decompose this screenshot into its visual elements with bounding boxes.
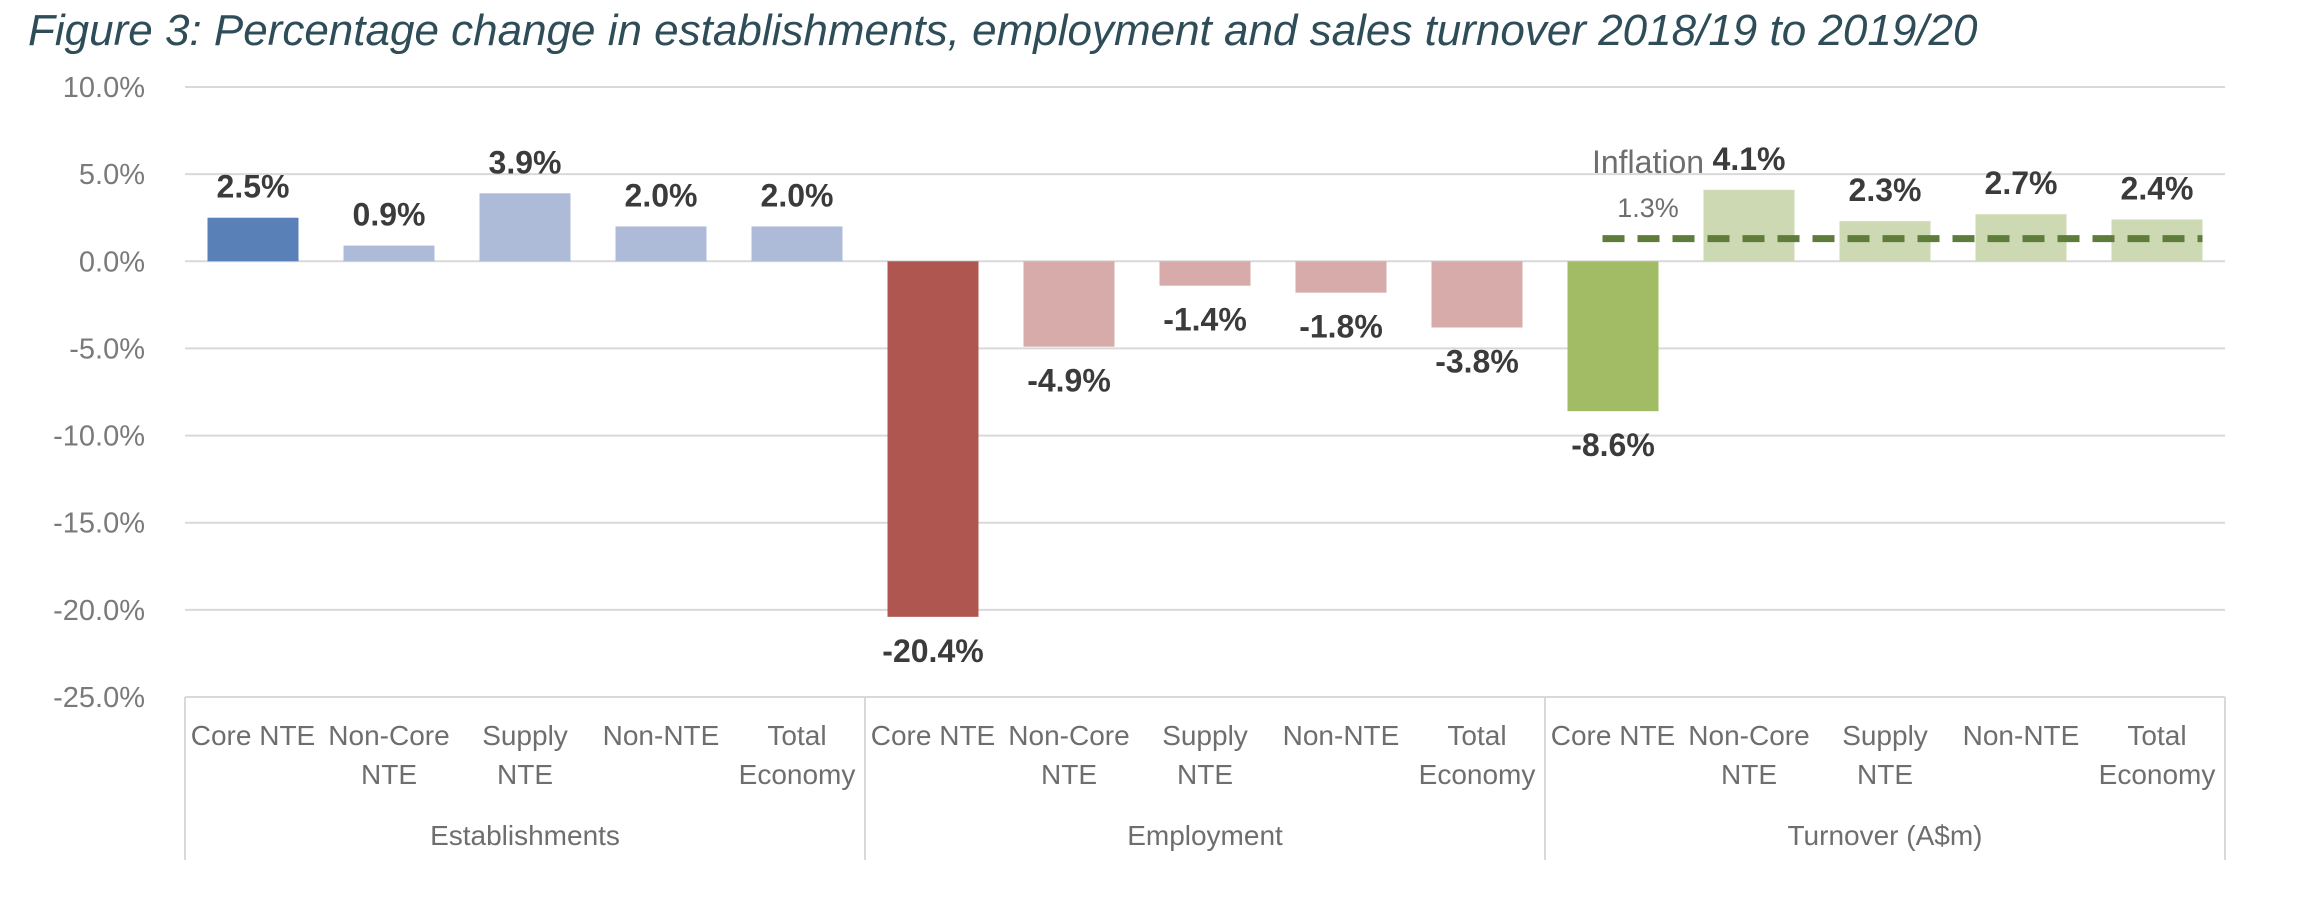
data-label: 2.4% [2121, 170, 2194, 206]
reference-line-value: 1.3% [1617, 193, 1679, 223]
group-label: Establishments [430, 820, 620, 851]
category-label: Non-Core [328, 720, 449, 751]
bar [1023, 261, 1115, 347]
category-label: NTE [1177, 759, 1233, 790]
data-label: 2.7% [1985, 165, 2058, 201]
data-label: 2.5% [217, 169, 290, 205]
data-label: -1.8% [1299, 309, 1383, 345]
category-label: NTE [497, 759, 553, 790]
bar [1567, 261, 1659, 412]
category-label: Economy [2099, 759, 2216, 790]
category-label: Supply [482, 720, 568, 751]
bars [207, 189, 2203, 617]
category-label: Core NTE [871, 720, 995, 751]
bar [1703, 189, 1795, 262]
bar [615, 226, 707, 262]
inflation-line: Inflation 1.3% [1592, 144, 2203, 243]
data-label: -1.4% [1163, 302, 1247, 338]
category-label: Core NTE [1551, 720, 1675, 751]
chart-title: Figure 3: Percentage change in establish… [28, 6, 1978, 55]
data-label: -3.8% [1435, 344, 1519, 380]
category-label: Economy [739, 759, 856, 790]
category-label: Non-Core [1688, 720, 1809, 751]
y-tick-label: -15.0% [53, 508, 145, 540]
data-label: 2.0% [625, 177, 698, 213]
bar [1431, 261, 1523, 328]
data-label: -20.4% [882, 633, 983, 669]
category-label: Total [1447, 720, 1506, 751]
bar [343, 245, 435, 262]
category-label: Non-NTE [1963, 720, 2080, 751]
bar [2111, 219, 2203, 262]
category-label: Supply [1162, 720, 1248, 751]
y-tick-label: -10.0% [53, 421, 145, 453]
category-label: Non-NTE [603, 720, 720, 751]
bar [887, 261, 979, 617]
group-label: Employment [1127, 820, 1283, 851]
y-axis: 10.0% 5.0% 0.0% -5.0% -10.0% -15.0% -20.0% -25.… [53, 72, 145, 714]
y-tick-label: 0.0% [79, 246, 145, 278]
data-label: -8.6% [1571, 427, 1655, 463]
bar [1159, 261, 1251, 286]
group-label: Turnover (A$m) [1787, 820, 1982, 851]
category-label: NTE [1721, 759, 1777, 790]
data-label: 4.1% [1713, 141, 1786, 177]
category-label: NTE [1041, 759, 1097, 790]
y-tick-label: 5.0% [79, 159, 145, 191]
category-label: NTE [361, 759, 417, 790]
bar [479, 193, 571, 262]
x-axis: Core NTE Non-Core NTE Supply NTE Non-NTE Total… [184, 696, 2226, 860]
category-label: Economy [1419, 759, 1536, 790]
data-label: 0.9% [353, 197, 426, 233]
data-label: 3.9% [489, 144, 562, 180]
category-label: Supply [1842, 720, 1928, 751]
data-label: 2.0% [761, 177, 834, 213]
reference-line-name: Inflation [1592, 144, 1704, 180]
category-label: Non-Core [1008, 720, 1129, 751]
bar [207, 217, 299, 262]
data-labels: 2.5% 0.9% 3.9% 2.0% 2.0% -20.4% -4.9% -1.4% -1.8… [217, 141, 2194, 669]
data-label: -4.9% [1027, 363, 1111, 399]
y-tick-label: -20.0% [53, 595, 145, 627]
category-label: Non-NTE [1283, 720, 1400, 751]
category-label: NTE [1857, 759, 1913, 790]
bar [1295, 261, 1387, 293]
category-label: Total [2127, 720, 2186, 751]
data-label: 2.3% [1849, 172, 1922, 208]
y-tick-label: -25.0% [53, 682, 145, 714]
y-tick-label: 10.0% [63, 72, 145, 104]
y-tick-label: -5.0% [69, 333, 145, 365]
bar [751, 226, 843, 262]
category-label: Total [767, 720, 826, 751]
category-label: Core NTE [191, 720, 315, 751]
